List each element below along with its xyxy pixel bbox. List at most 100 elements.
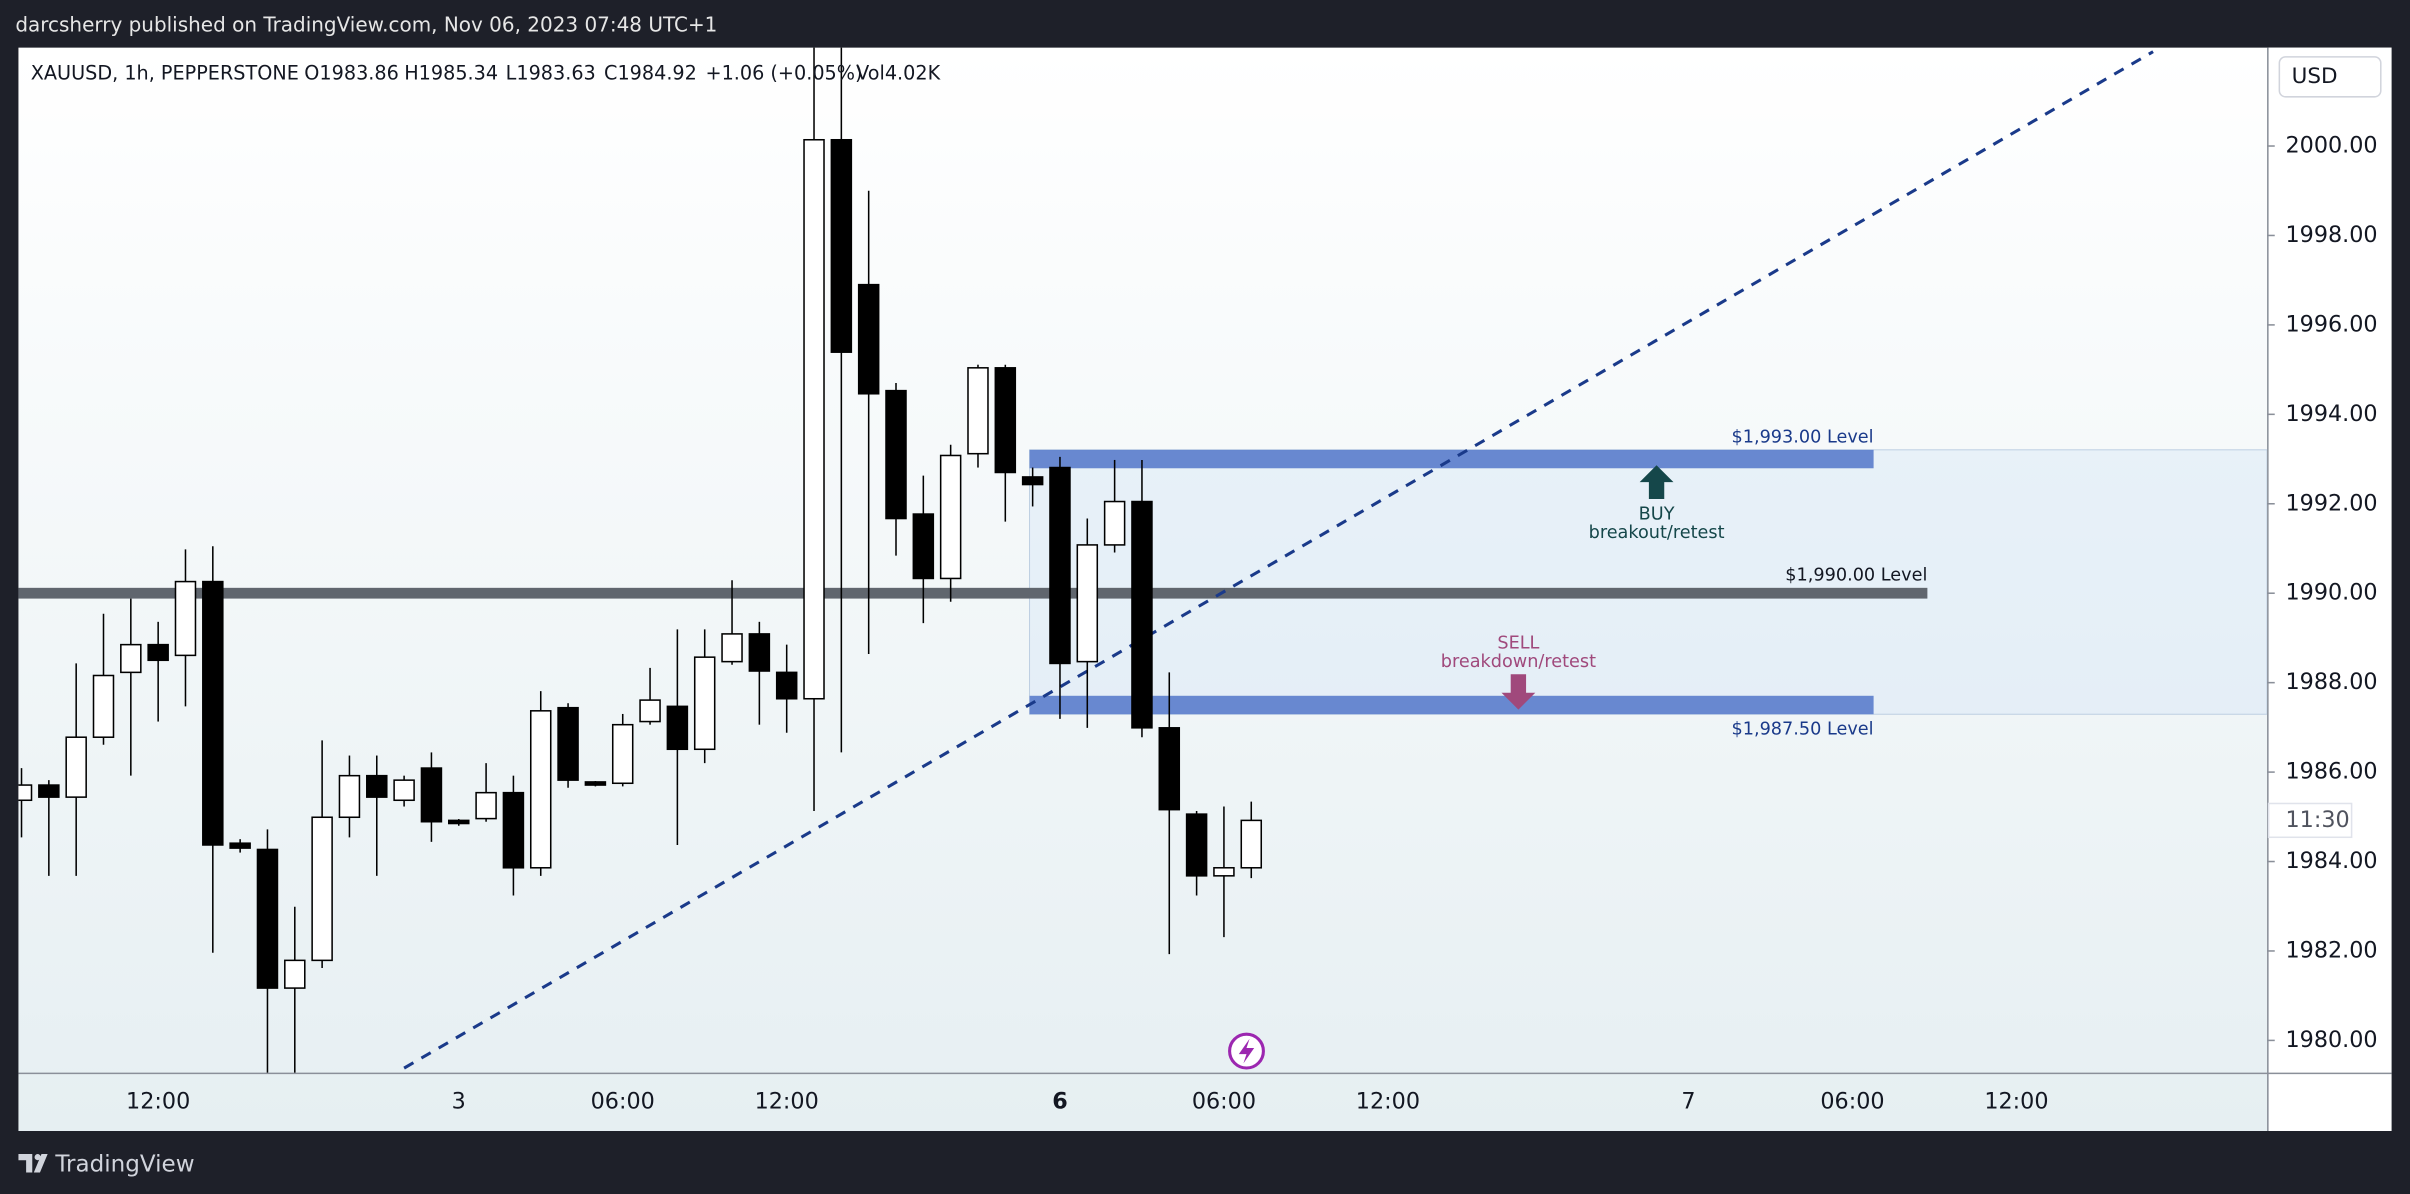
x-tick-label: 06:00: [1820, 1088, 1884, 1114]
candle-body: [229, 842, 251, 849]
y-tick-label: 1986.00: [2286, 759, 2378, 785]
legend-change: +1.06 (+0.05%): [705, 61, 862, 84]
candle-body: [775, 671, 798, 700]
y-tick-label: 1984.00: [2286, 848, 2378, 874]
y-tick-label: 1980.00: [2286, 1027, 2378, 1053]
candle-body: [393, 779, 415, 802]
plot: [18, 47, 2268, 1073]
level-label: $1,987.50 Level: [1731, 720, 1873, 740]
price-axis-area: [2268, 47, 2392, 1131]
candle-body: [584, 781, 607, 786]
candle-body: [502, 791, 525, 869]
annotation-text: breakout/retest: [1589, 523, 1725, 543]
level-label: $1,990.00 Level: [1785, 566, 1927, 586]
level-band: [1029, 449, 1874, 469]
annotation-title: BUY: [1639, 504, 1675, 524]
candle-body: [1103, 500, 1126, 546]
candle-body: [311, 816, 333, 962]
legend-open: O1983.86: [304, 61, 399, 84]
candle-body: [338, 774, 361, 819]
x-tick-label: 12:00: [755, 1088, 819, 1114]
y-tick-label: 1996.00: [2286, 311, 2378, 337]
candle-body: [939, 454, 962, 580]
x-tick-label: 12:00: [1984, 1088, 2048, 1114]
brand: TradingView: [18, 1151, 195, 1177]
legend-symbol: XAUUSD, 1h, PEPPERSTONE: [31, 61, 299, 84]
legend-close: C1984.92: [604, 61, 697, 84]
candle-body: [420, 767, 443, 823]
legend-low: L1983.63: [506, 61, 596, 84]
candle-body: [147, 643, 169, 662]
candle-body: [202, 580, 224, 846]
level-zone: [1029, 449, 2268, 715]
annotation-text: breakdown/retest: [1441, 652, 1596, 672]
y-tick-label: 1998.00: [2286, 222, 2378, 248]
candle-body: [830, 138, 853, 353]
candle-body: [174, 580, 197, 657]
candle-body: [1021, 476, 1044, 486]
candle-body: [1131, 500, 1153, 729]
candle-body: [256, 848, 279, 989]
brand-logo: [18, 1154, 48, 1173]
x-tick-label: 6: [1052, 1088, 1068, 1114]
candle-body: [529, 710, 552, 869]
candle-body: [1158, 727, 1181, 811]
y-tick-label: 1982.00: [2286, 937, 2378, 963]
currency-label[interactable]: USD: [2292, 64, 2338, 89]
event-bolt[interactable]: [1238, 1038, 1255, 1064]
candle-body: [857, 283, 880, 395]
x-tick-label: 06:00: [591, 1088, 655, 1114]
legend-volume: Vol4.02K: [856, 61, 940, 84]
candle-body: [38, 784, 60, 798]
currency-button[interactable]: [2278, 56, 2382, 98]
candle-body: [65, 736, 87, 798]
candle-body: [475, 791, 497, 820]
candle-body: [611, 723, 634, 785]
candle-body: [912, 513, 935, 580]
candle-body: [366, 774, 388, 798]
x-tick-label: 7: [1681, 1088, 1695, 1114]
y-tick-label: 1988.00: [2286, 669, 2378, 695]
candle-body: [1185, 813, 1208, 877]
level-band: [18, 587, 1928, 599]
candle-body: [748, 633, 771, 672]
y-tick-label: 2000.00: [2286, 133, 2378, 159]
trendline: [403, 50, 2154, 1070]
candle-body: [666, 705, 689, 751]
annotation-title: SELL: [1497, 634, 1539, 654]
candle-body: [1240, 819, 1263, 869]
level-band: [1029, 695, 1874, 715]
candle-body: [639, 699, 661, 723]
buy-arrow: [1639, 465, 1674, 500]
countdown-box: [2267, 802, 2353, 839]
y-tick-label: 1990.00: [2286, 580, 2378, 606]
lightning-icon[interactable]: [1228, 1032, 1265, 1070]
x-tick-label: 12:00: [126, 1088, 190, 1114]
publish-note: darcsherry published on TradingView.com,…: [15, 13, 717, 37]
candle-body: [1076, 544, 1099, 663]
x-tick-label: 12:00: [1356, 1088, 1420, 1114]
brand-logo-dot: [34, 1154, 41, 1161]
candle-body: [557, 706, 579, 781]
candle-body: [284, 959, 306, 989]
candle-body: [721, 633, 743, 663]
legend: XAUUSD, 1h, PEPPERSTONE O1983.86 H1985.3…: [31, 61, 941, 84]
candle-body: [1049, 466, 1071, 665]
brand-name: TradingView: [54, 1151, 194, 1177]
sell-arrow: [1501, 674, 1536, 710]
candle-body: [18, 784, 33, 802]
candle-body: [885, 389, 907, 520]
y-tick-label: 1994.00: [2286, 401, 2378, 427]
overlay: 1980.00 1982.00 1984.00 1986.00 1988.00 1990.…: [126, 133, 2378, 1115]
candle-body: [967, 367, 989, 455]
x-tick-label: 3: [452, 1088, 466, 1114]
legend-high: H1985.34: [404, 61, 498, 84]
candle-body: [448, 819, 470, 825]
x-tick-label: 06:00: [1192, 1088, 1256, 1114]
y-tick-label: 1992.00: [2286, 490, 2378, 516]
candle-body: [803, 138, 825, 700]
candle-body: [120, 643, 142, 674]
level-label: $1,993.00 Level: [1731, 428, 1873, 448]
